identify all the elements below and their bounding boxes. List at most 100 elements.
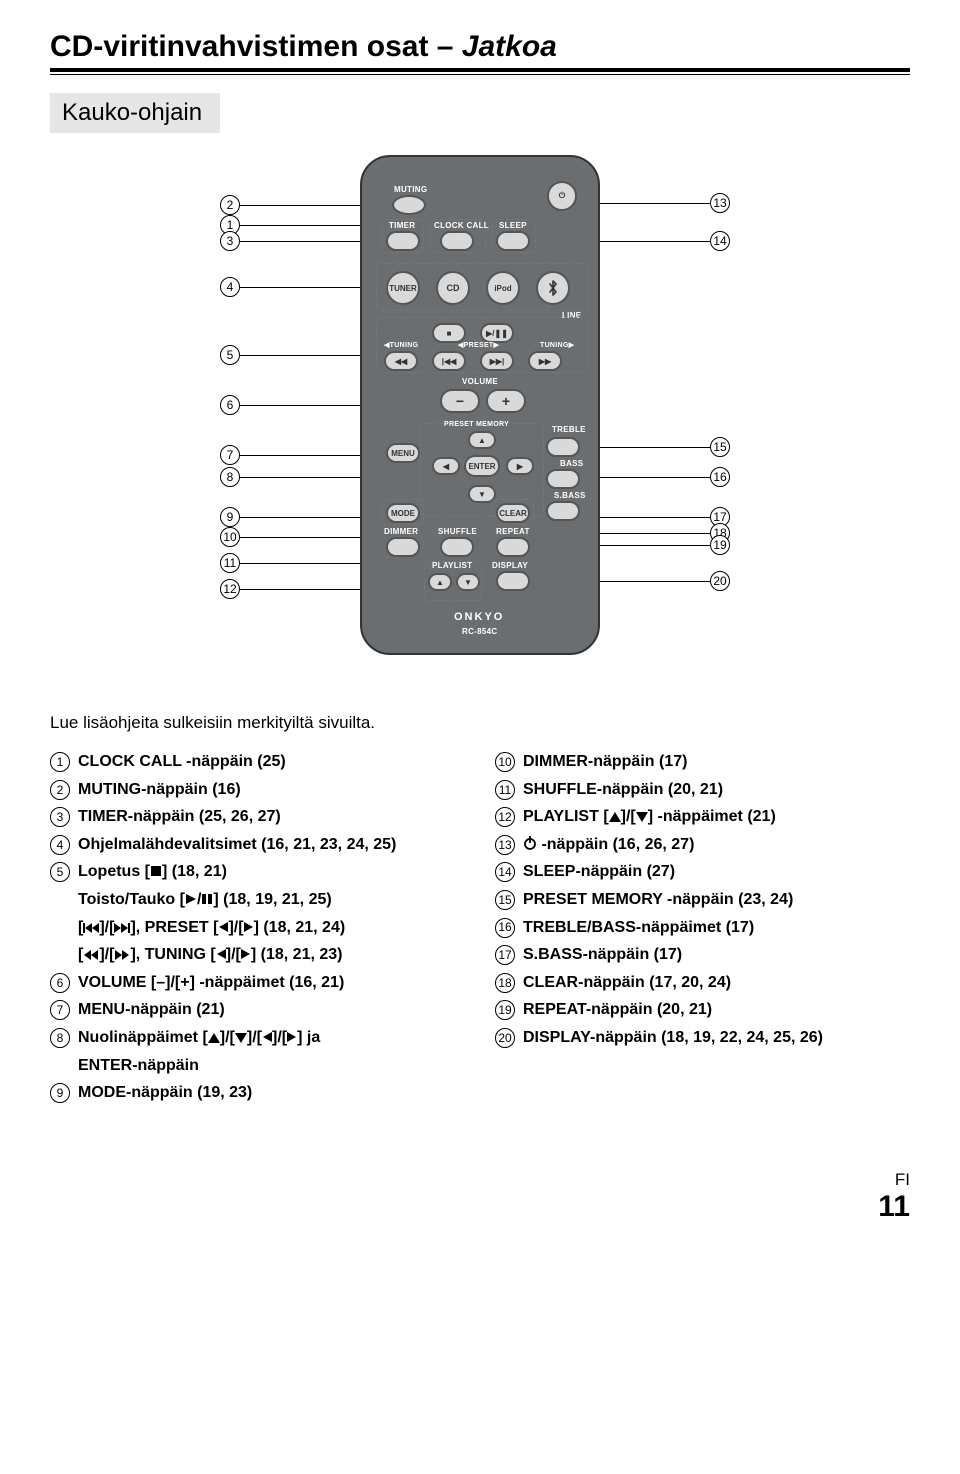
item-text: MUTING-näppäin (16) — [78, 779, 465, 801]
preset-label: ◀PRESET▶ — [458, 341, 499, 349]
callout: 5 — [220, 345, 375, 365]
right2-icon — [241, 948, 251, 960]
item-text: REPEAT-näppäin (20, 21) — [523, 999, 910, 1021]
play-icon — [185, 893, 197, 905]
timer-button[interactable] — [386, 231, 420, 251]
indent-5a: Toisto/Tauko [/] (18, 19, 21, 25) — [78, 889, 465, 911]
tuning-r-label: TUNING▶ — [540, 341, 574, 349]
model-label: RC-854C — [462, 627, 497, 636]
item-text: TREBLE/BASS-näppäimet (17) — [523, 917, 910, 939]
standby-icon — [523, 836, 537, 850]
num-circle: 15 — [495, 890, 515, 910]
list-item: 11SHUFFLE-näppäin (20, 21) — [495, 779, 910, 801]
power-button[interactable]: ⏻ — [547, 181, 577, 211]
leader-line — [240, 355, 375, 356]
prev-button[interactable]: |◀◀ — [432, 351, 466, 371]
callout-num: 15 — [710, 437, 730, 457]
clockcall-label: CLOCK CALL — [434, 221, 489, 230]
callout-num: 16 — [710, 467, 730, 487]
list-item: 7 MENU-näppäin (21) — [50, 999, 465, 1021]
sbass-button[interactable] — [546, 501, 580, 521]
note-text: Lue lisäohjeita sulkeisiin merkityiltä s… — [50, 713, 910, 733]
shuffle-button[interactable] — [440, 537, 474, 557]
callout-num: 12 — [220, 579, 240, 599]
left-button[interactable]: ◀ — [432, 457, 460, 475]
item-text: MENU-näppäin (21) — [78, 999, 465, 1021]
clockcall-button[interactable] — [440, 231, 474, 251]
list-item: 16TREBLE/BASS-näppäimet (17) — [495, 917, 910, 939]
item-text: PRESET MEMORY -näppäin (23, 24) — [523, 889, 910, 911]
playlist-down-button[interactable]: ▼ — [456, 573, 480, 591]
playlist-label: PLAYLIST — [432, 561, 472, 570]
vol-down-button[interactable]: − — [440, 389, 480, 413]
item-9: 9 MODE-näppäin (19, 23) — [50, 1082, 465, 1104]
treble-button[interactable] — [546, 437, 580, 457]
callout: 4 — [220, 277, 380, 297]
dimmer-button[interactable] — [386, 537, 420, 557]
display-button[interactable] — [496, 571, 530, 591]
up-button[interactable]: ▲ — [468, 431, 496, 449]
num-circle: 19 — [495, 1000, 515, 1020]
repeat-button[interactable] — [496, 537, 530, 557]
item-text: SHUFFLE-näppäin (20, 21) — [523, 779, 910, 801]
right-column: 10DIMMER-näppäin (17) 11SHUFFLE-näppäin (… — [495, 751, 910, 1110]
stop-button[interactable]: ■ — [432, 323, 466, 343]
down-icon — [235, 1033, 247, 1043]
list-item: 19 REPEAT-näppäin (20, 21) — [495, 999, 910, 1021]
list-item: 10DIMMER-näppäin (17) — [495, 751, 910, 773]
next-button[interactable]: ▶▶| — [480, 351, 514, 371]
ffwd-icon — [114, 950, 130, 960]
page-title: CD-viritinvahvistimen osat – Jatkoa — [50, 30, 910, 64]
num-circle: 7 — [50, 1000, 70, 1020]
stop-icon — [150, 865, 162, 877]
columns: 1CLOCK CALL -näppäin (25)2MUTING-näppäin… — [50, 751, 910, 1110]
left3-icon — [262, 1031, 272, 1043]
vol-up-button[interactable]: + — [486, 389, 526, 413]
callout-num: 3 — [220, 231, 240, 251]
item-12: 12 PLAYLIST []/[] -näppäimet (21) — [495, 806, 910, 828]
sleep-button[interactable] — [496, 231, 530, 251]
bass-label: BASS — [560, 459, 583, 468]
playpause-button[interactable]: ▶/❚❚ — [480, 323, 514, 343]
footer: FI 11 — [50, 1170, 910, 1224]
item-text: Ohjelmalähdevalitsimet (16, 21, 23, 24, … — [78, 834, 465, 856]
hr-thin — [50, 74, 910, 75]
callout-num: 4 — [220, 277, 240, 297]
rew-icon — [83, 950, 99, 960]
item-text: VOLUME [–]/[+] -näppäimet (16, 21) — [78, 972, 465, 994]
brand-label: ONKYO — [454, 611, 504, 623]
list-item: 4 Ohjelmalähdevalitsimet (16, 21, 23, 24,… — [50, 834, 465, 856]
tuning-l-label: ◀TUNING — [384, 341, 418, 349]
right3-icon — [287, 1031, 297, 1043]
clear-button[interactable]: CLEAR — [496, 503, 530, 523]
mode-button[interactable]: MODE — [386, 503, 420, 523]
shuffle-label: SHUFFLE — [438, 527, 477, 536]
callout-num: 9 — [220, 507, 240, 527]
right-button[interactable]: ▶ — [506, 457, 534, 475]
list-item: 1CLOCK CALL -näppäin (25) — [50, 751, 465, 773]
rw-button[interactable]: ◀◀ — [384, 351, 418, 371]
indent-5c: []/[], TUNING []/[] (18, 21, 23) — [78, 944, 465, 966]
ff-button[interactable]: ▶▶ — [528, 351, 562, 371]
item-text: SLEEP-näppäin (27) — [523, 861, 910, 883]
num-circle: 4 — [50, 835, 70, 855]
hr-thick — [50, 68, 910, 72]
cd-button[interactable]: CD — [436, 271, 470, 305]
tuner-button[interactable]: TUNER — [386, 271, 420, 305]
muting-label: MUTING — [394, 185, 427, 194]
list-item: 15 PRESET MEMORY -näppäin (23, 24) — [495, 889, 910, 911]
repeat-label: REPEAT — [496, 527, 530, 536]
bt-button[interactable] — [536, 271, 570, 305]
playlist-up-button[interactable]: ▲ — [428, 573, 452, 591]
menu-button[interactable]: MENU — [386, 443, 420, 463]
list-item: 20DISPLAY-näppäin (18, 19, 22, 24, 25, 2… — [495, 1027, 910, 1049]
up2-icon — [609, 812, 621, 822]
bass-button[interactable] — [546, 469, 580, 489]
ipod-button[interactable]: iPod — [486, 271, 520, 305]
down2-icon — [636, 812, 648, 822]
num-circle: 17 — [495, 945, 515, 965]
presetmem-label: PRESET MEMORY — [444, 421, 509, 428]
sbass-label: S.BASS — [554, 491, 586, 500]
enter-button[interactable]: ENTER — [464, 455, 500, 477]
muting-button[interactable] — [392, 195, 426, 215]
